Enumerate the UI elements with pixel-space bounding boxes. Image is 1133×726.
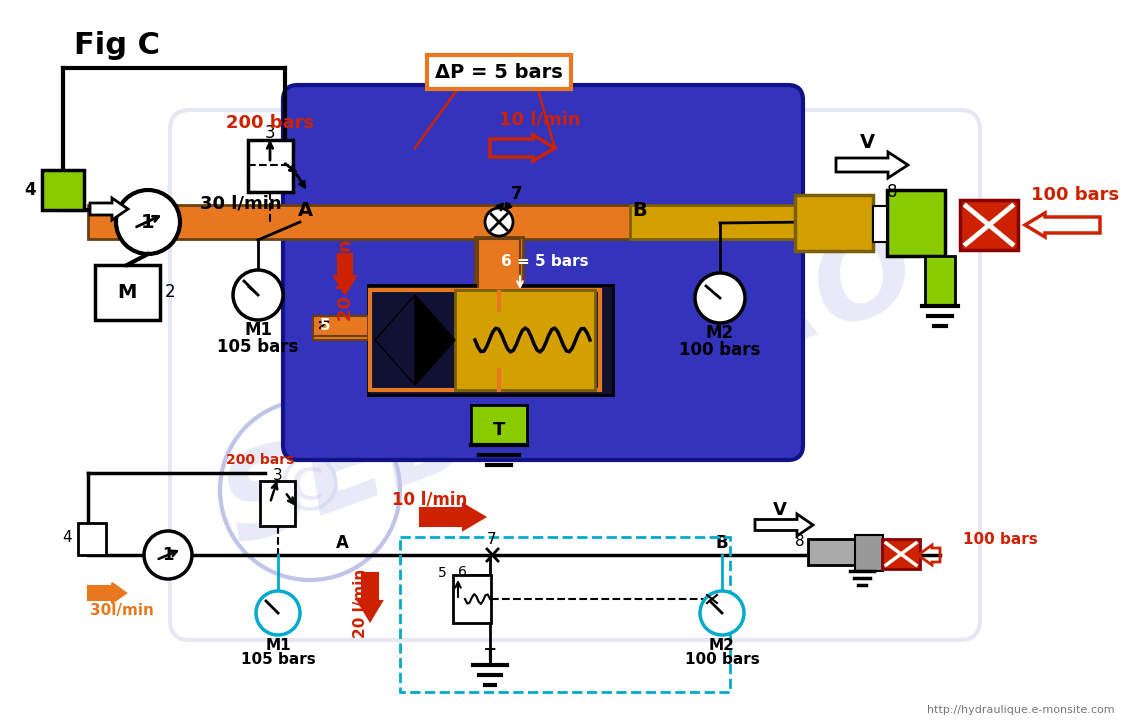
Bar [453, 575, 491, 623]
Circle shape [695, 273, 746, 323]
Bar [475, 237, 523, 352]
Bar [368, 285, 613, 395]
FancyArrow shape [358, 573, 382, 621]
FancyArrow shape [334, 254, 356, 294]
FancyArrow shape [755, 514, 813, 536]
Bar [874, 206, 887, 242]
Text: 100 bars: 100 bars [684, 653, 759, 667]
Bar [313, 316, 368, 336]
Text: M1: M1 [265, 637, 291, 653]
FancyArrow shape [90, 198, 128, 220]
Text: http://hydraulique.e-monsite.com: http://hydraulique.e-monsite.com [928, 705, 1115, 715]
Text: B: B [632, 200, 647, 219]
Text: 105 bars: 105 bars [218, 338, 299, 356]
Bar [478, 239, 520, 314]
Text: ΔP = 5 bars: ΔP = 5 bars [435, 62, 563, 81]
Polygon shape [415, 295, 455, 385]
Text: 100 bars: 100 bars [963, 531, 1038, 547]
Circle shape [116, 190, 180, 254]
Text: M2: M2 [706, 324, 734, 342]
Text: M1: M1 [244, 321, 272, 339]
Text: 30 l/min: 30 l/min [201, 195, 282, 213]
Text: 3: 3 [273, 468, 283, 483]
Bar [855, 535, 883, 571]
Bar [795, 205, 855, 239]
Text: 100 bars: 100 bars [1031, 186, 1119, 204]
Bar [881, 539, 920, 569]
Text: 6: 6 [458, 565, 467, 579]
Text: B: B [716, 534, 729, 552]
Text: 200 bars: 200 bars [225, 453, 295, 467]
Text: A: A [335, 534, 349, 552]
Text: 8: 8 [795, 534, 804, 549]
Bar [78, 523, 107, 555]
FancyBboxPatch shape [283, 85, 803, 460]
Text: 20 l/min: 20 l/min [337, 239, 353, 321]
Bar [370, 290, 600, 390]
Text: 10 l/min: 10 l/min [500, 111, 581, 129]
Text: 30l/min: 30l/min [90, 603, 154, 618]
Bar [313, 316, 368, 340]
Text: 2: 2 [164, 283, 176, 301]
Circle shape [256, 591, 300, 635]
Circle shape [700, 591, 744, 635]
Bar [887, 190, 945, 256]
Bar [630, 205, 795, 239]
Bar [42, 170, 84, 210]
Text: Fig C: Fig C [74, 30, 160, 60]
Text: 1: 1 [162, 546, 173, 564]
Text: 5: 5 [438, 566, 448, 580]
Bar [88, 205, 640, 239]
Text: 5: 5 [320, 317, 331, 333]
Bar [95, 265, 160, 320]
Bar [795, 195, 874, 251]
Bar [455, 290, 595, 390]
Text: 8: 8 [887, 183, 897, 201]
Circle shape [144, 531, 191, 579]
Text: T: T [485, 648, 495, 663]
Bar [471, 405, 527, 445]
Text: 4: 4 [25, 181, 36, 199]
Bar [925, 256, 955, 306]
Text: M2: M2 [709, 637, 735, 653]
Text: 3: 3 [265, 124, 275, 142]
Circle shape [485, 208, 513, 236]
Text: SEBHYDRO: SEBHYDRO [207, 211, 932, 568]
Text: 7: 7 [487, 531, 496, 547]
Text: A: A [298, 200, 313, 219]
Text: ©: © [272, 453, 348, 527]
Bar [960, 200, 1017, 250]
Text: 10 l/min: 10 l/min [392, 491, 468, 509]
Text: 200 bars: 200 bars [225, 114, 314, 132]
Bar [248, 140, 293, 192]
Circle shape [233, 270, 283, 320]
Text: T: T [493, 421, 505, 439]
Text: V: V [860, 134, 875, 152]
Text: 4: 4 [62, 529, 73, 544]
Text: 105 bars: 105 bars [240, 653, 315, 667]
Text: 100 bars: 100 bars [680, 341, 760, 359]
FancyArrow shape [88, 583, 126, 603]
Bar [259, 481, 295, 526]
Bar [808, 539, 864, 565]
FancyArrow shape [420, 504, 485, 530]
Text: 20 l/min: 20 l/min [353, 569, 368, 638]
Text: 7: 7 [511, 185, 522, 203]
Text: V: V [773, 501, 787, 519]
Polygon shape [375, 295, 415, 385]
Text: M: M [118, 282, 137, 301]
FancyArrow shape [836, 152, 908, 178]
Text: 6 = 5 bars: 6 = 5 bars [501, 255, 589, 269]
Text: 1: 1 [142, 213, 155, 232]
